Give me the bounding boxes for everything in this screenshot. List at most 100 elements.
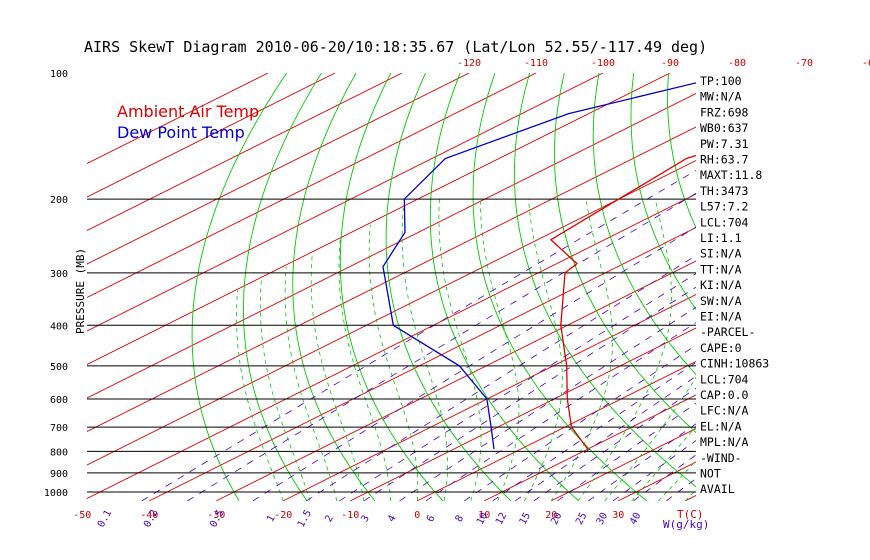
bottom-temp-tick-label: -10	[341, 510, 359, 521]
stability-index-item: MW:N/A	[700, 90, 742, 104]
top-temp-tick-label: -60	[862, 58, 870, 69]
isotherm-line	[87, 73, 470, 265]
profile-series	[382, 82, 696, 450]
dry-adiabat-line	[592, 73, 696, 376]
mixing-ratio-line	[306, 255, 696, 502]
dry-adiabat-line	[630, 73, 696, 311]
isotherm-line	[417, 360, 696, 502]
stability-index-item: CINH:10863	[700, 357, 769, 371]
isotherm-line	[283, 293, 696, 502]
pressure-tick-label: 600	[50, 395, 68, 406]
moist-adiabat-line	[310, 253, 364, 501]
mixing-ratio-line	[666, 478, 696, 502]
top-temp-tick-label: -80	[728, 58, 746, 69]
isotherm-line	[484, 394, 696, 502]
isotherm-line	[87, 92, 696, 399]
mixing-ratio-label: 40	[628, 511, 643, 527]
bottom-temp-tick-label: 30	[612, 510, 624, 521]
legend-ambient-air-temp: Ambient Air Temp	[117, 102, 259, 121]
moist-adiabat-line	[284, 266, 338, 501]
stability-index-item: EI:N/A	[700, 310, 742, 324]
pressure-tick-label: 300	[50, 269, 68, 280]
moist-adiabat-line	[631, 425, 696, 502]
moist-adiabat-line	[577, 199, 672, 502]
stability-index-item: CAP:0.0	[700, 388, 749, 402]
mixing-ratio-line	[464, 344, 696, 502]
stability-index-item: TH:3473	[700, 184, 749, 198]
isotherm-line	[551, 427, 696, 502]
dry-adiabat-line	[292, 73, 376, 502]
isotherm-line	[87, 73, 604, 332]
top-temp-tick-label: -110	[524, 58, 548, 69]
mixing-ratio-line	[399, 306, 696, 502]
mixing-ratio-line	[425, 322, 696, 502]
stability-index-item: L57:7.2	[700, 200, 748, 214]
moist-adiabat-line	[338, 239, 391, 501]
mixing-ratio-label: 1	[265, 514, 278, 524]
mixing-ratio-label: 15	[518, 511, 533, 527]
bottom-temp-tick-label: 10	[478, 510, 490, 521]
isotherm-line	[87, 73, 537, 299]
stability-index-item: -PARCEL-	[700, 325, 755, 339]
moist-adiabat-line	[658, 460, 696, 502]
moist-adiabat-line	[401, 207, 449, 501]
dew-point-temp-line	[382, 82, 696, 450]
pressure-tick-label: 1000	[44, 488, 68, 499]
bottom-temp-tick-label: -50	[73, 510, 91, 521]
y-axis-label: PRESSURE (MB)	[74, 248, 87, 334]
isotherm-line	[87, 73, 403, 232]
pressure-tick-label: 500	[50, 362, 68, 373]
isotherm-line	[87, 73, 336, 198]
mixing-ratio-line	[339, 273, 696, 502]
isotherm-line	[87, 73, 269, 165]
x-axis-unit: T(C)	[677, 508, 704, 521]
dry-adiabat-line	[339, 73, 444, 502]
mixing-ratio-label: 4	[386, 514, 399, 524]
moist-adiabat-line	[550, 199, 613, 502]
stability-index-item: TT:N/A	[700, 262, 742, 276]
stability-index-item: EL:N/A	[700, 419, 742, 433]
moist-adiabat-line	[479, 199, 520, 502]
mixing-ratio-line	[514, 375, 696, 502]
isotherm-line	[87, 73, 671, 366]
mixing-ratio-label: 3	[359, 514, 372, 524]
stability-index-item: SI:N/A	[700, 247, 742, 261]
dry-adiabat-line	[807, 73, 870, 501]
isotherm-line	[87, 193, 696, 500]
mixing-ratio-label: 6	[425, 514, 438, 524]
stability-index-item: LCL:704	[700, 372, 749, 386]
mixing-ratio-label: 8	[454, 514, 467, 524]
stability-index-item: MPL:N/A	[700, 435, 749, 449]
bottom-temp-tick-label: -20	[274, 510, 292, 521]
top-temp-tick-label: -100	[591, 58, 615, 69]
top-temp-tick-label: -70	[795, 58, 813, 69]
pressure-tick-label: 400	[50, 321, 68, 332]
stability-index-item: LCL:704	[700, 215, 749, 229]
mixing-ratio-label: 20	[549, 511, 564, 527]
isotherm-line	[752, 73, 870, 501]
stability-index-item: MAXT:11.8	[700, 168, 762, 182]
stability-index-item: AVAIL	[700, 482, 735, 496]
mixing-ratio-label: 1.5	[296, 508, 314, 529]
bottom-temp-tick-label: -30	[207, 510, 225, 521]
isobar-lines	[87, 198, 696, 493]
bottom-temp-tick-label: 20	[545, 510, 557, 521]
mixing-ratio-label: 12	[494, 511, 509, 527]
stability-index-item: PW:7.31	[700, 137, 749, 151]
top-temp-tick-label: -120	[457, 58, 481, 69]
isotherm-line	[87, 159, 696, 466]
dry-adiabat-line	[773, 73, 870, 501]
stability-index-item: SW:N/A	[700, 294, 742, 308]
ambient-air-temp-line	[549, 154, 696, 450]
mixing-ratio-label: 30	[595, 511, 610, 527]
pressure-tick-label: 800	[50, 447, 68, 458]
pressure-tick-label: 200	[50, 195, 68, 206]
dry-adiabat-line	[472, 73, 648, 502]
top-temp-tick-label: -90	[661, 58, 679, 69]
mixing-ratio-line	[252, 226, 696, 502]
moist-adiabat-line	[438, 199, 482, 502]
stability-index-item: KI:N/A	[700, 278, 742, 292]
dry-adiabat-line	[191, 73, 288, 502]
dry-adiabat-line	[738, 73, 870, 501]
